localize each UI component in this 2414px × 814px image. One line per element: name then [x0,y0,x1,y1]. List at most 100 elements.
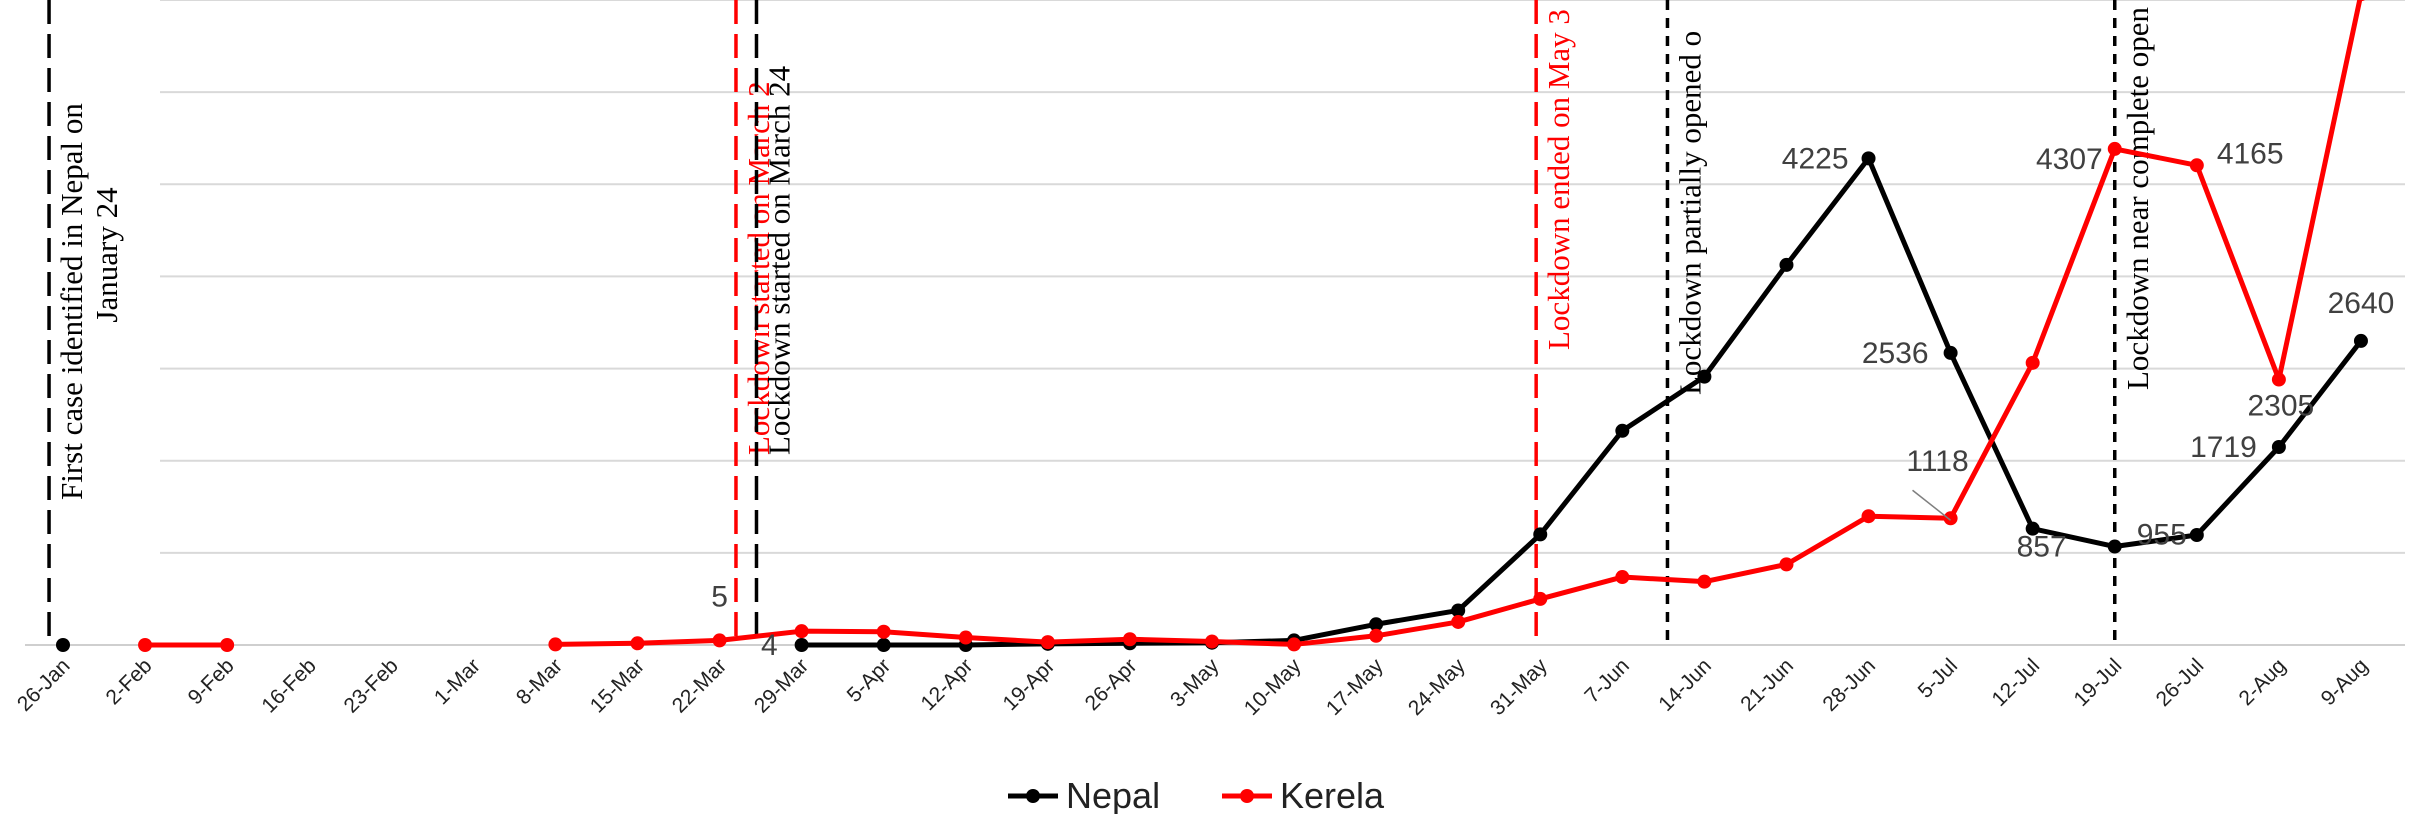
x-tick-label: 2-Feb [102,654,157,709]
data-label: 1118 [1906,445,1968,478]
x-tick-label: 31-May [1486,654,1552,720]
annotation-text: January 24 [89,187,124,323]
x-tick-label: 22-Mar [668,654,731,717]
annotation-text: Lockdown ended on May 3 [1541,9,1576,350]
x-tick-label: 19-Jul [2070,654,2127,711]
data-point-nepal [2025,521,2040,536]
x-tick-label: 8-Mar [512,654,567,709]
legend-marker [1026,789,1040,803]
gridlines [25,0,2405,646]
legend: Nepal Kerela [1008,775,1385,814]
x-tick-label: 26-Jul [2152,654,2209,711]
x-tick-label: 9-Feb [184,654,239,709]
x-tick-label: 21-Jun [1736,654,1798,716]
x-tick-label: 2-Aug [2235,654,2291,710]
data-point-nepal [1533,527,1548,542]
data-point-kerela [1943,511,1958,526]
data-point-nepal [794,638,809,652]
x-tick-label: 9-Aug [2317,654,2373,710]
x-tick-label: 16-Feb [257,654,320,717]
data-point-kerela [1040,635,1055,650]
data-point-nepal [1369,617,1384,632]
legend-label: Kerela [1280,775,1385,814]
data-label: 4225 [1782,142,1849,175]
x-tick-label: 12-Jul [1988,654,2045,711]
data-point-kerela [1615,570,1630,585]
annotation-text: First case identified in Nepal on [54,103,89,500]
data-label: 857 [2017,531,2067,564]
x-axis-tick-labels: 26-Jan 2-Feb 9-Feb 16-Feb 23-Feb 1-Mar 8-Mar 15… [13,654,2373,720]
data-label: 2536 [1862,337,1929,370]
data-label: 4 [761,629,778,662]
x-tick-label: 29-Mar [750,654,813,717]
data-label: 2640 [2328,287,2395,320]
data-point-nepal [2189,528,2204,543]
data-label: 5 [711,580,728,613]
annotation-text: Lockdown started on March 2 [741,81,776,455]
data-labels: 4225 2536 857 955 1719 2640 45 1118 4307 4165 2305 [711,137,2394,662]
x-tick-label: 24-May [1404,654,1470,720]
data-point-kerela [1697,574,1712,589]
x-tick-label: 19-Apr [999,654,1060,715]
data-point-nepal [1451,603,1466,618]
data-point-kerela [1369,628,1384,643]
data-point-nepal [56,638,70,652]
data-point-kerela [1204,634,1219,649]
x-tick-label: 7-Jun [1580,654,1633,707]
data-point-kerela [138,638,153,652]
legend-marker [1240,789,1254,803]
data-label: 4307 [2036,143,2103,176]
data-point-nepal [1943,345,1958,360]
annotation-text: Lockdown near complete open [2120,6,2155,390]
data-point-nepal [876,638,891,652]
x-tick-label: 14-Jun [1654,654,1716,716]
x-tick-label: 23-Feb [339,654,402,717]
data-point-kerela [876,624,891,639]
data-point-kerela [1533,591,1548,606]
data-point-kerela [1779,557,1794,572]
series-lines [56,0,2368,652]
data-point-nepal [1861,151,1876,166]
data-label: 2305 [2248,390,2315,423]
x-tick-label: 26-Apr [1081,654,1142,715]
data-point-kerela [2356,0,2365,2]
x-tick-label: 26-Jan [13,654,75,716]
x-tick-label: 10-May [1240,654,1306,720]
data-point-kerela [2271,372,2286,387]
data-point-nepal [1615,423,1630,438]
data-point-kerela [794,624,809,639]
series-line-kerela [555,0,2363,647]
data-point-nepal [1697,369,1712,384]
annotations: First case identified in Nepal on January… [47,0,2155,645]
data-point-nepal [1779,257,1794,272]
data-point-kerela [958,630,973,645]
data-point-kerela [630,636,645,651]
data-label: 4165 [2217,137,2284,170]
legend-label: Nepal [1066,775,1160,814]
x-tick-label: 15-Mar [586,654,649,717]
x-tick-label: 5-Jul [1914,654,1962,702]
data-point-nepal [2271,440,2286,455]
data-point-kerela [220,638,235,652]
data-point-kerela [1451,614,1466,629]
x-tick-label: 12-Apr [916,654,977,715]
label-leader-line [1912,489,1952,521]
data-label: 955 [2137,519,2187,552]
x-tick-label: 3-May [1166,654,1224,712]
data-point-nepal [2107,539,2122,554]
data-point-kerela [2107,141,2122,156]
data-label: 1719 [2190,431,2257,464]
annotation-text: Lockdown partially opened o [1672,31,1707,395]
annotation-text: Lockdown started on March 24 [761,65,796,455]
x-tick-label: 1-Mar [430,654,485,709]
data-point-kerela [1122,632,1137,647]
data-point-kerela [1287,637,1302,652]
x-tick-label: 5-Apr [843,654,896,707]
data-point-kerela [548,637,563,652]
data-point-kerela [712,633,727,648]
data-point-kerela [2025,355,2040,370]
x-tick-label: 28-Jun [1818,654,1880,716]
data-point-nepal [2353,333,2368,348]
data-point-kerela [1861,509,1876,524]
